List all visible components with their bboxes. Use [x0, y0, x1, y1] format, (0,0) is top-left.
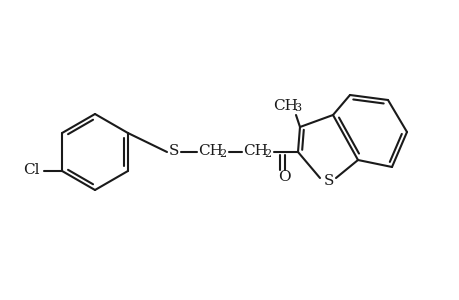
- Text: S: S: [323, 174, 333, 188]
- Text: CH: CH: [273, 99, 298, 113]
- Text: Cl: Cl: [23, 163, 40, 177]
- Text: 2: 2: [219, 149, 226, 159]
- Text: 3: 3: [294, 103, 301, 113]
- Text: O: O: [277, 170, 290, 184]
- Text: 2: 2: [264, 149, 271, 159]
- Text: S: S: [168, 144, 179, 158]
- Text: CH: CH: [198, 144, 223, 158]
- Text: CH: CH: [243, 144, 268, 158]
